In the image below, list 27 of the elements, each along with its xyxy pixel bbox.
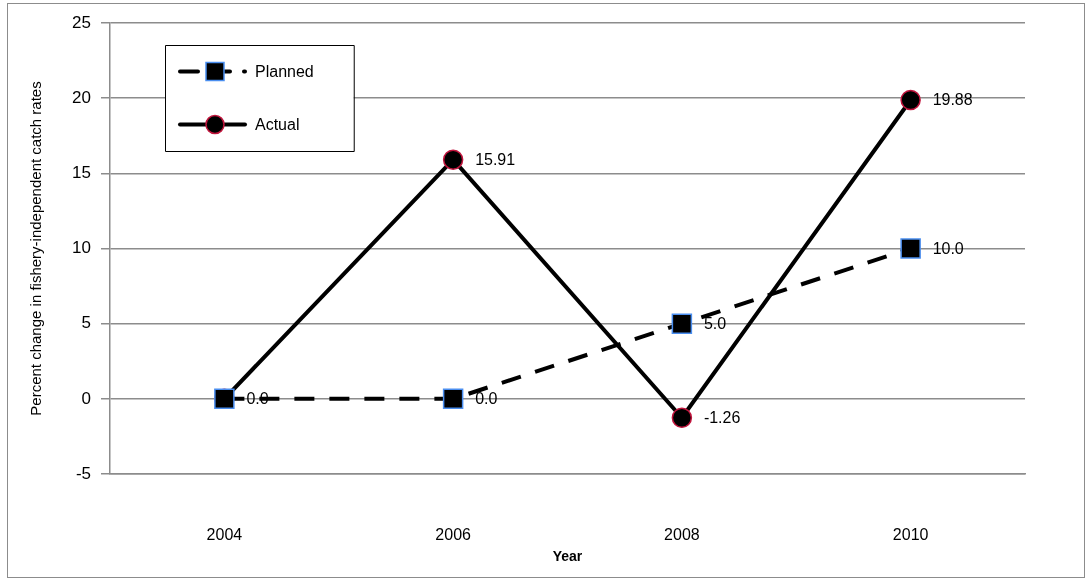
point [442,388,464,410]
x-tick-label: 2004 [206,526,243,544]
x-tick-label: 2010 [892,526,929,544]
data-label: 19.88 [932,91,973,109]
point [671,313,693,334]
point [900,238,921,259]
data-label: 5.0 [703,315,727,333]
x-tick-label: 2008 [664,526,700,544]
y-axis-title: Percent change in fishery-independent catch rates [27,81,45,416]
y-tick-label: 25 [72,12,91,32]
point [442,149,464,170]
point [671,407,693,429]
data-label: 15.91 [475,151,516,169]
legend-label: Actual [255,115,300,133]
point [900,89,921,111]
y-tick-label: 15 [72,163,91,183]
legend-label: Planned [255,62,314,80]
data-label: -1.26 [703,409,741,427]
x-tick-label: 2006 [435,526,472,544]
y-tick-label: 0 [81,388,91,408]
y-tick-label: -5 [75,463,91,483]
data-label: 0.0 [475,390,498,408]
x-axis-title: Year [552,548,583,565]
data-label: 10.0 [932,239,964,257]
y-tick-label: 10 [72,238,91,258]
y-tick-label: 20 [72,87,91,107]
y-tick-label: 5 [81,313,91,333]
